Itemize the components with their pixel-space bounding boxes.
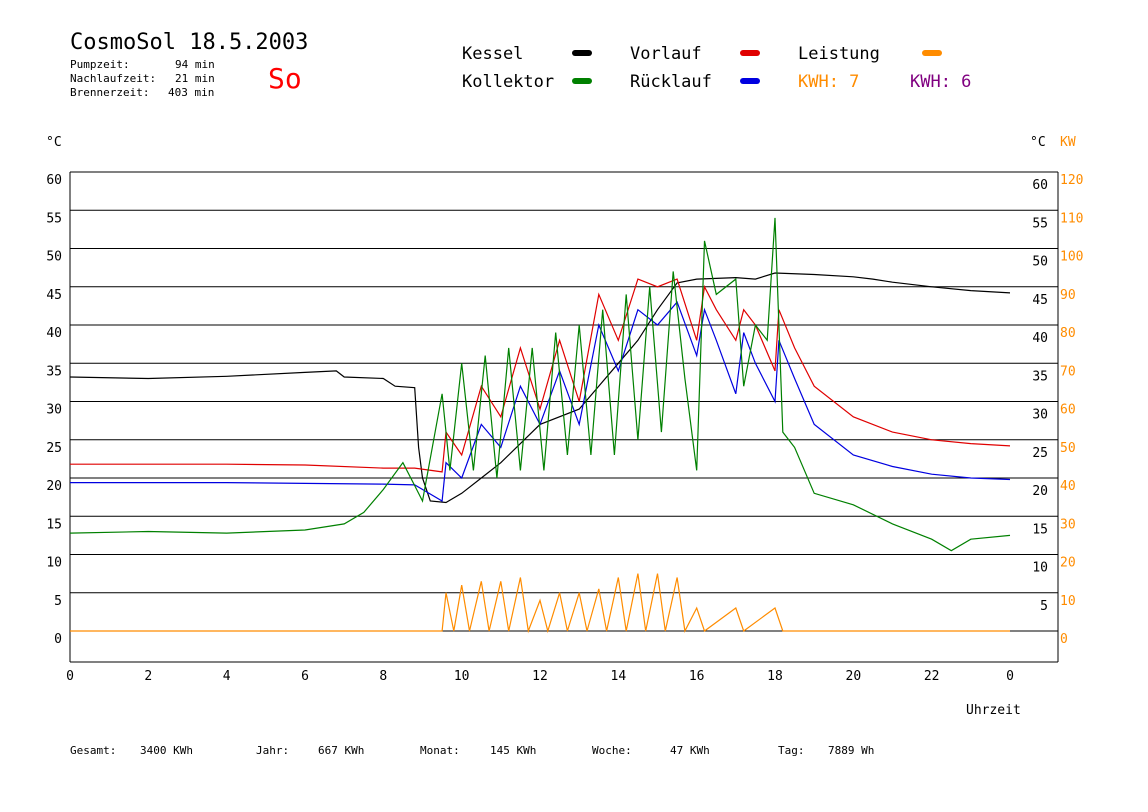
footer-gesamt-value: 3400 KWh: [140, 744, 193, 757]
legend-kollektor-label: Kollektor: [462, 72, 555, 92]
legend-vorlauf-label: Vorlauf: [630, 44, 702, 64]
stat-nachlaufzeit-label: Nachlaufzeit:: [70, 72, 157, 85]
y-tick-left: 25: [46, 441, 62, 456]
series-line-kollektor: [69, 217, 1011, 552]
y-tick-left: 20: [46, 479, 62, 494]
y-tick-right-c: 25: [1032, 446, 1048, 461]
legend-ruecklauf-swatch: [740, 78, 760, 84]
y-tick-right-kw: 120: [1060, 173, 1083, 188]
y-tick-left: 15: [46, 517, 62, 532]
y-tick-right-c: 10: [1032, 561, 1048, 576]
series-line-kessel: [69, 272, 1011, 504]
y-tick-right-c: 60: [1032, 178, 1048, 193]
y-tick-right-kw: 20: [1060, 556, 1076, 571]
y-tick-right-kw: 90: [1060, 288, 1076, 303]
x-tick: 22: [924, 669, 940, 684]
stat-nachlaufzeit-value: 21 min: [175, 72, 215, 85]
y-tick-right-kw: 50: [1060, 441, 1076, 456]
y-tick-left: 30: [46, 403, 62, 418]
footer-tag-value: 7889 Wh: [828, 744, 875, 757]
legend-kessel-swatch: [572, 50, 592, 56]
y-tick-left: 10: [46, 556, 62, 571]
series-line-leistung: [70, 573, 1010, 634]
footer-tag-label: Tag:: [778, 744, 805, 757]
y-tick-right-c: 20: [1032, 484, 1048, 499]
y-tick-right-kw: 10: [1060, 594, 1076, 609]
legend-kessel-label: Kessel: [462, 44, 524, 64]
weekday-label: So: [268, 62, 302, 95]
y-tick-right-kw: 30: [1060, 517, 1076, 532]
y-tick-right-c: 30: [1032, 408, 1048, 423]
chart-title: CosmoSol 18.5.2003: [70, 30, 309, 55]
legend-ruecklauf-label: Rücklauf: [630, 72, 712, 92]
x-tick: 16: [689, 669, 705, 684]
footer-jahr-value: 667 KWh: [318, 744, 365, 757]
x-tick: 6: [301, 669, 309, 684]
footer-monat-label: Monat:: [420, 744, 460, 757]
stat-pumpzeit-value: 94 min: [175, 58, 215, 71]
x-tick: 8: [379, 669, 387, 684]
x-tick: 4: [223, 669, 231, 684]
y-tick-right-kw: 60: [1060, 403, 1076, 418]
footer-jahr-label: Jahr:: [256, 744, 290, 757]
y-tick-right-c: 35: [1032, 369, 1048, 384]
y-tick-right-c: 55: [1032, 216, 1048, 231]
y-tick-right-c: 50: [1032, 255, 1048, 270]
y-tick-left: 35: [46, 364, 62, 379]
x-tick: 0: [66, 669, 74, 684]
x-axis-label: Uhrzeit: [966, 703, 1021, 718]
x-tick: 10: [454, 669, 470, 684]
stat-pumpzeit-label: Pumpzeit:: [70, 58, 130, 71]
y-tick-right-kw: 80: [1060, 326, 1076, 341]
footer-woche-label: Woche:: [592, 744, 632, 757]
stat-brennerzeit-label: Brennerzeit:: [70, 86, 150, 99]
y-tick-right-c: 15: [1032, 522, 1048, 537]
y-tick-right-kw: 110: [1060, 211, 1083, 226]
footer-gesamt-label: Gesamt:: [70, 744, 117, 757]
y-tick-right-kw: 40: [1060, 479, 1076, 494]
kwh-leistung-label: KWH: 7: [798, 72, 860, 92]
y-tick-left: 40: [46, 326, 62, 341]
kwh-secondary-label: KWH: 6: [910, 72, 972, 92]
x-tick: 18: [767, 669, 783, 684]
y-axis-label-left: °C: [46, 135, 62, 150]
y-tick-left: 5: [54, 594, 62, 609]
series-line-vorlauf: [70, 278, 1011, 473]
legend-leistung-swatch: [922, 50, 942, 56]
y-tick-left: 55: [46, 211, 62, 226]
x-tick: 2: [144, 669, 152, 684]
legend-kollektor-swatch: [572, 78, 592, 84]
y-axis-label-right-celsius: °C: [1030, 135, 1046, 150]
y-tick-right-c: 40: [1032, 331, 1048, 346]
x-tick: 14: [611, 669, 627, 684]
footer-woche-value: 47 KWh: [670, 744, 710, 757]
y-tick-left: 60: [46, 173, 62, 188]
legend-leistung-label: Leistung: [798, 44, 880, 64]
y-tick-left: 45: [46, 288, 62, 303]
x-tick: 0: [1006, 669, 1014, 684]
x-tick: 12: [532, 669, 548, 684]
y-tick-right-kw: 70: [1060, 364, 1076, 379]
footer-monat-value: 145 KWh: [490, 744, 537, 757]
x-tick: 20: [846, 669, 862, 684]
legend-vorlauf-swatch: [740, 50, 760, 56]
y-axis-label-right-kw: KW: [1060, 135, 1076, 150]
y-tick-right-kw: 100: [1060, 250, 1083, 265]
y-tick-right-c: 45: [1032, 293, 1048, 308]
stat-brennerzeit-value: 403 min: [168, 86, 215, 99]
y-tick-right-c: 5: [1040, 599, 1048, 614]
y-tick-left: 50: [46, 250, 62, 265]
y-tick-left: 0: [54, 632, 62, 647]
y-tick-right-kw: 0: [1060, 632, 1068, 647]
